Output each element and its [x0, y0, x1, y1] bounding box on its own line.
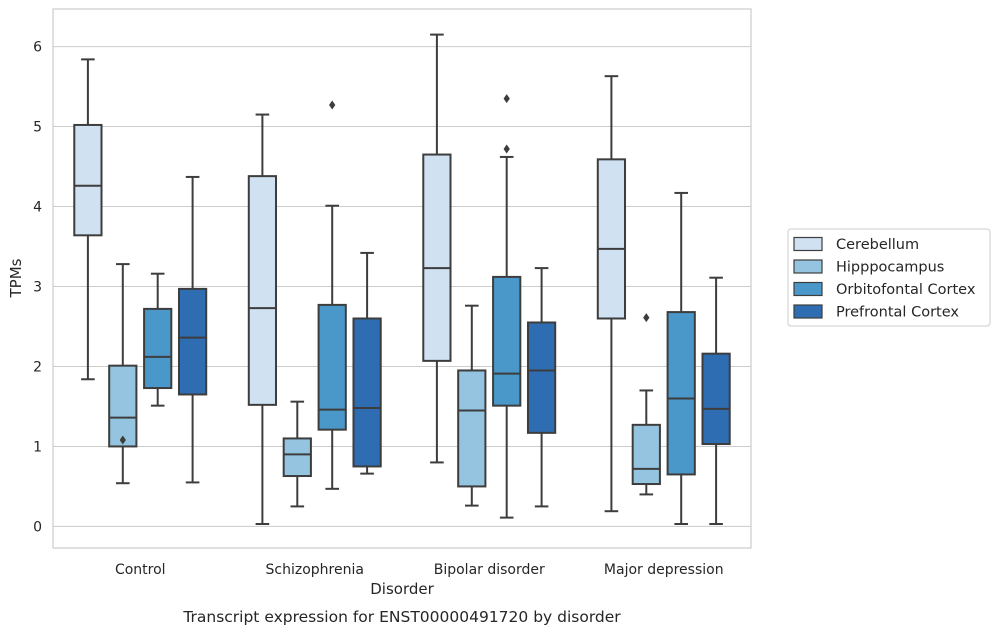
outlier-point — [643, 313, 650, 323]
legend: Cerebellum Hipppocampus Orbitofontal Corte… — [787, 228, 991, 327]
box-3-1 — [352, 251, 382, 475]
box-1-1 — [282, 400, 312, 508]
y-tick-label: 3 — [33, 279, 42, 295]
box-iqr — [457, 369, 487, 488]
box-2-0 — [143, 272, 173, 407]
plot-frame — [52, 8, 752, 549]
box-iqr — [282, 437, 312, 478]
box-iqr — [596, 158, 627, 320]
box-3-2 — [526, 267, 557, 508]
box-iqr — [422, 153, 452, 362]
box-2-2 — [492, 94, 522, 519]
legend-label: Orbitofontal Cortex — [836, 282, 976, 298]
x-tick-label: Schizophrenia — [266, 562, 364, 578]
box-iqr — [701, 352, 731, 446]
x-tick-label: Major depression — [604, 562, 724, 578]
box-1-3 — [631, 313, 661, 496]
y-tick-label: 6 — [33, 40, 42, 56]
box-0-0 — [73, 58, 103, 381]
outlier-point — [503, 94, 510, 104]
y-axis-label: TPMs — [7, 258, 25, 298]
y-tick-label: 4 — [33, 200, 42, 216]
outlier-point — [503, 144, 510, 154]
box-iqr — [108, 364, 138, 448]
box-3-0 — [177, 175, 208, 484]
box-3-3 — [701, 276, 731, 526]
legend-swatch — [793, 259, 823, 274]
outlier-point — [119, 435, 126, 445]
box-iqr — [666, 311, 696, 476]
legend-entry: Prefrontal Cortex — [793, 304, 959, 321]
box-iqr — [526, 321, 557, 434]
legend-label: Hipppocampus — [836, 260, 944, 276]
y-tick-label: 5 — [33, 120, 42, 136]
box-iqr — [177, 287, 208, 396]
box-iqr — [352, 317, 382, 468]
box-1-2 — [457, 304, 487, 507]
y-tick-label: 1 — [33, 439, 42, 455]
legend-frame — [787, 228, 991, 327]
outlier-point — [329, 100, 336, 110]
legend-swatch — [793, 304, 823, 319]
y-tick-label: 2 — [33, 359, 42, 375]
box-1-0 — [108, 263, 138, 485]
box-0-1 — [247, 113, 278, 526]
legend-entry: Hipppocampus — [793, 259, 944, 276]
legend-swatch — [793, 236, 823, 252]
box-iqr — [492, 275, 522, 407]
x-tick-label: Bipolar disorder — [434, 562, 545, 578]
box-2-3 — [666, 191, 696, 526]
legend-swatch — [793, 281, 823, 297]
box-iqr — [631, 423, 661, 486]
x-tick-label: Control — [115, 562, 166, 578]
box-0-3 — [596, 75, 627, 513]
legend-label: Prefrontal Cortex — [836, 305, 959, 321]
legend-entry: Orbitofontal Cortex — [793, 281, 976, 298]
x-axis-label: Disorder — [370, 580, 434, 598]
box-0-2 — [422, 33, 452, 464]
box-iqr — [247, 175, 278, 406]
box-iqr — [73, 123, 103, 237]
legend-label: Cerebellum — [836, 237, 919, 253]
legend-entry: Cerebellum — [793, 236, 919, 253]
box-2-1 — [317, 100, 347, 490]
box-iqr — [317, 303, 347, 431]
chart-caption: Transcript expression for ENST0000049172… — [182, 608, 621, 626]
y-tick-label: 0 — [33, 519, 42, 535]
box-iqr — [143, 307, 173, 390]
